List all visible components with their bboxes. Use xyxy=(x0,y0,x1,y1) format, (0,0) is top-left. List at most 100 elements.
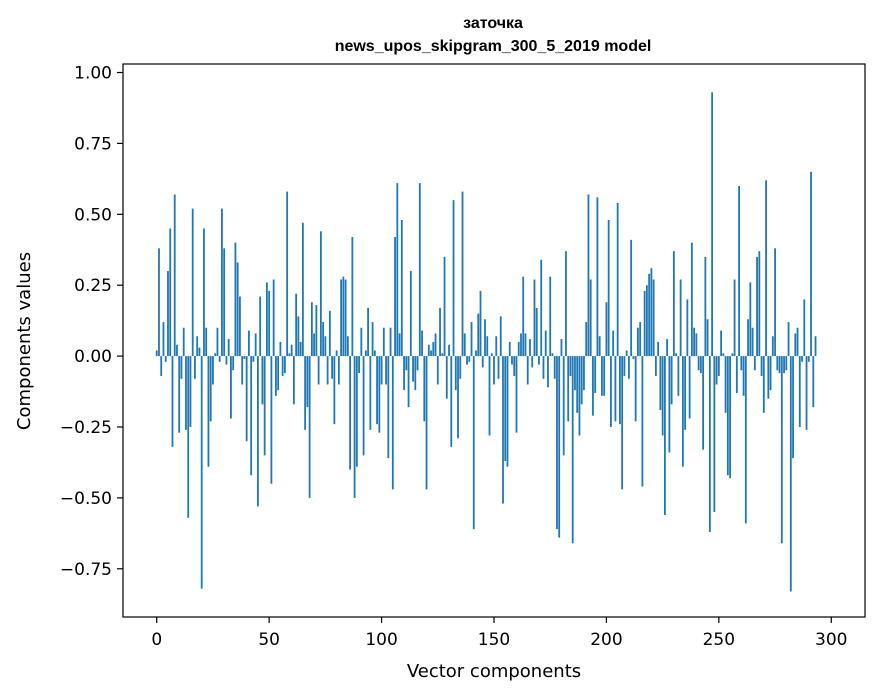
bar-58 xyxy=(286,191,289,357)
bar-213 xyxy=(634,356,637,422)
bar-227 xyxy=(666,339,669,357)
bar-104 xyxy=(389,327,392,357)
bar-189 xyxy=(580,356,583,405)
bar-86 xyxy=(349,356,351,470)
bar-66 xyxy=(304,356,307,430)
bar-276 xyxy=(776,356,779,371)
bar-274 xyxy=(771,336,774,357)
bar-204 xyxy=(614,356,617,422)
x-tick-label: 300 xyxy=(815,630,847,650)
bar-108 xyxy=(398,333,401,357)
bar-60 xyxy=(290,344,293,357)
bar-4 xyxy=(164,356,167,362)
bar-208 xyxy=(623,356,626,376)
bar-5 xyxy=(167,271,169,357)
bar-34 xyxy=(232,356,235,371)
bar-114 xyxy=(412,356,414,382)
bar-220 xyxy=(650,268,653,357)
bar-143 xyxy=(477,313,480,357)
bar-84 xyxy=(344,279,347,357)
bar-21 xyxy=(203,228,205,357)
bar-43 xyxy=(252,356,255,362)
bar-94 xyxy=(367,307,369,357)
bar-225 xyxy=(661,356,664,436)
bar-209 xyxy=(625,350,628,357)
bar-155 xyxy=(504,356,507,462)
bar-3 xyxy=(162,322,165,357)
bar-222 xyxy=(654,356,657,376)
bar-11 xyxy=(180,356,183,379)
bar-87 xyxy=(351,236,354,357)
bar-29 xyxy=(221,208,223,357)
y-tick-label: 0.75 xyxy=(74,134,112,154)
bar-46 xyxy=(259,296,262,357)
bar-18 xyxy=(196,336,199,357)
bar-149 xyxy=(490,353,493,357)
bar-59 xyxy=(288,353,291,357)
plot-frame xyxy=(122,63,866,618)
chart-title-line-1: заточка xyxy=(463,15,523,32)
bar-118 xyxy=(421,330,423,357)
bar-187 xyxy=(576,356,579,413)
bar-188 xyxy=(578,356,581,436)
y-tick-label: −0.75 xyxy=(60,560,112,580)
y-tick-label: 1.00 xyxy=(74,64,112,84)
bar-52 xyxy=(272,279,275,357)
bar-236 xyxy=(686,299,689,357)
bar-49 xyxy=(266,282,268,357)
bar-113 xyxy=(409,271,412,357)
bar-288 xyxy=(803,299,806,357)
bar-163 xyxy=(522,276,525,357)
bar-48 xyxy=(263,356,266,456)
bar-150 xyxy=(493,356,495,385)
bar-45 xyxy=(257,356,259,507)
bar-22 xyxy=(205,327,208,357)
bar-272 xyxy=(767,356,770,399)
bar-14 xyxy=(187,356,190,518)
bar-169 xyxy=(535,307,538,357)
bar-292 xyxy=(812,356,815,408)
bar-183 xyxy=(567,356,570,422)
bar-171 xyxy=(540,259,543,357)
bar-166 xyxy=(529,339,531,357)
bar-286 xyxy=(798,356,801,427)
bar-247 xyxy=(711,92,713,357)
bar-279 xyxy=(783,356,785,374)
bar-273 xyxy=(769,356,772,391)
bar-61 xyxy=(292,356,295,405)
bar-202 xyxy=(610,356,612,427)
bar-186 xyxy=(574,356,576,391)
bar-2 xyxy=(160,356,163,376)
bar-271 xyxy=(765,180,767,357)
bar-97 xyxy=(373,350,376,357)
bar-289 xyxy=(805,356,808,430)
bar-230 xyxy=(672,251,675,357)
bar-238 xyxy=(690,242,693,357)
bar-65 xyxy=(301,222,304,357)
bar-47 xyxy=(261,356,264,405)
bar-106 xyxy=(394,236,396,357)
y-tick-label: 0.00 xyxy=(74,347,112,367)
bar-136 xyxy=(461,191,464,357)
bar-93 xyxy=(364,350,367,357)
bar-192 xyxy=(587,194,590,357)
bar-24 xyxy=(209,356,212,422)
bar-259 xyxy=(738,185,740,357)
bar-176 xyxy=(551,353,554,357)
bar-36 xyxy=(236,262,239,357)
bar-8 xyxy=(173,194,176,357)
bar-246 xyxy=(708,356,711,532)
bar-77 xyxy=(328,310,331,357)
bar-116 xyxy=(416,356,419,371)
bar-100 xyxy=(380,356,383,385)
bar-283 xyxy=(792,356,794,459)
bar-263 xyxy=(747,319,749,357)
bar-257 xyxy=(733,279,736,357)
bar-260 xyxy=(740,356,743,371)
bar-129 xyxy=(445,356,448,399)
bar-182 xyxy=(565,251,567,357)
x-tick-label: 50 xyxy=(258,630,280,650)
bar-151 xyxy=(495,336,498,357)
bar-153 xyxy=(499,316,502,357)
